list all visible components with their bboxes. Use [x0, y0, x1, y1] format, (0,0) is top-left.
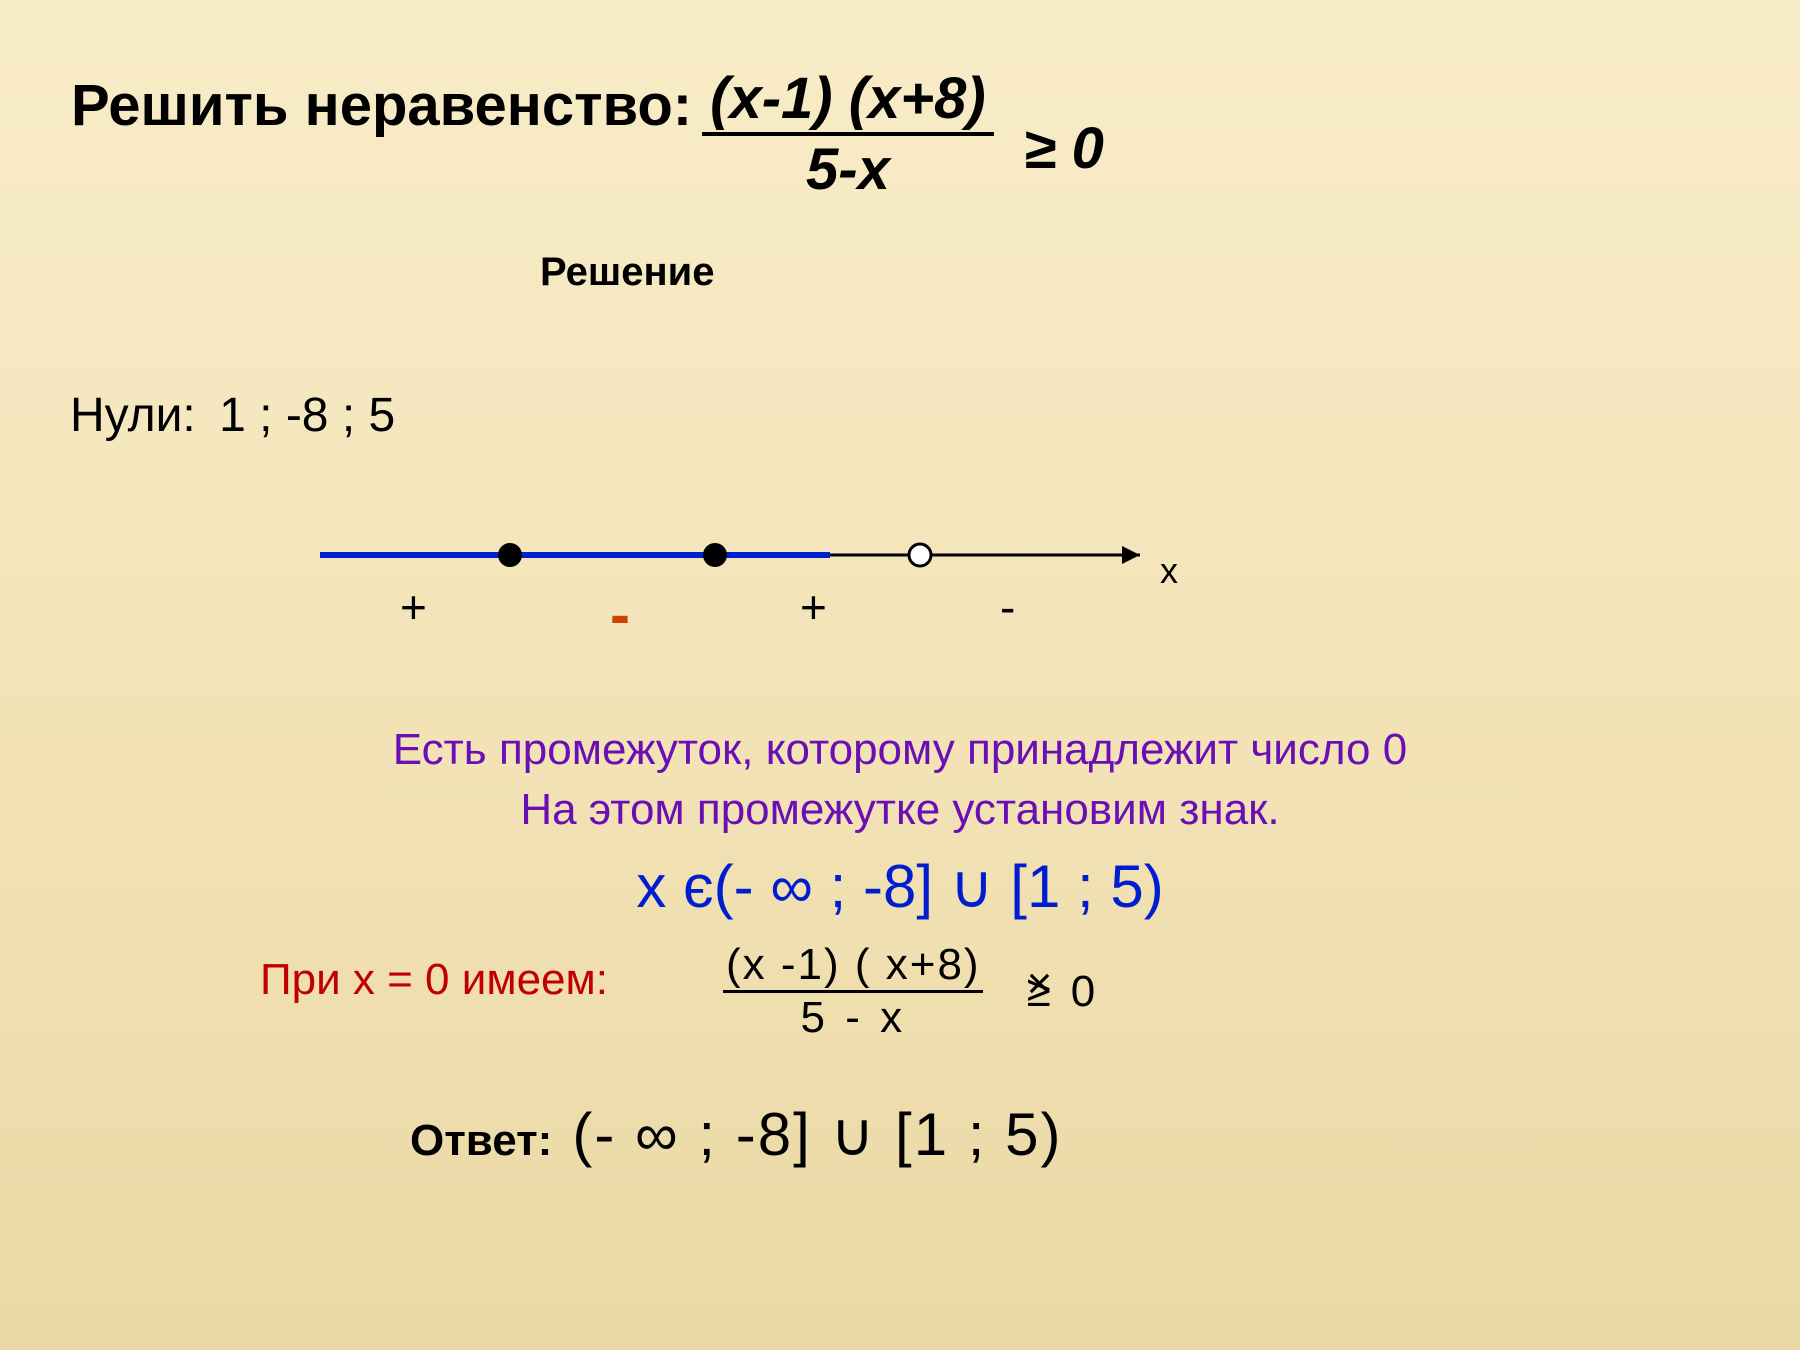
- answer-label: Ответ:: [410, 1116, 552, 1166]
- hint-line-1: Есть промежуток, которому принадлежит чи…: [0, 725, 1800, 775]
- zeros-values: 1 ; -8 ; 5: [219, 389, 395, 442]
- mini-denominator: 5 - x: [795, 993, 913, 1043]
- sign-mark: -: [610, 580, 630, 649]
- hint-line-2: На этом промежутке установим знак.: [0, 785, 1800, 835]
- mini-geq: ×≥: [1027, 967, 1051, 1017]
- axis-label-x: x: [1160, 550, 1178, 592]
- mini-numerator: (x -1) ( x+8): [720, 940, 987, 990]
- mini-zero: 0: [1071, 967, 1095, 1017]
- zeros-label: Нули:: [70, 389, 196, 442]
- interval-result: x є(- ∞ ; -8] ∪ [1 ; 5): [0, 852, 1800, 922]
- main-fraction: (x-1) (x+8) 5-x: [702, 65, 994, 203]
- sign-mark: -: [1000, 580, 1015, 634]
- answer-row: Ответ: (- ∞ ; -8] ∪ [1 ; 5): [410, 1100, 1062, 1170]
- problem-title: Решить неравенство: (x-1) (x+8) 5-x ≥ 0: [65, 70, 1104, 203]
- solution-label: Решение: [540, 250, 715, 295]
- number-line-svg: [320, 520, 1220, 600]
- fraction-numerator: (x-1) (x+8): [702, 65, 994, 132]
- answer-value: (- ∞ ; -8] ∪ [1 ; 5): [572, 1100, 1062, 1170]
- fraction-denominator: 5-x: [798, 136, 898, 203]
- sign-mark: +: [400, 580, 427, 634]
- number-line: x: [320, 520, 1220, 640]
- mini-fraction: (x -1) ( x+8) 5 - x ×≥ 0: [720, 940, 1095, 1043]
- sign-mark: +: [800, 580, 827, 634]
- zeros-row: Нули: 1 ; -8 ; 5: [70, 388, 395, 443]
- at-zero-label: При х = 0 имеем:: [260, 955, 608, 1005]
- title-prefix: Решить неравенство:: [65, 70, 698, 141]
- inequality-right: ≥ 0: [1024, 115, 1104, 182]
